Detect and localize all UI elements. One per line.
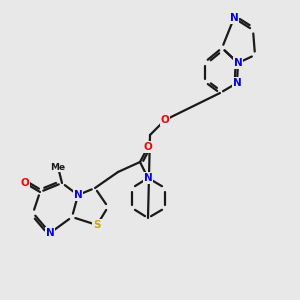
Text: O: O bbox=[144, 142, 152, 152]
Text: O: O bbox=[21, 178, 29, 188]
Text: N: N bbox=[46, 228, 54, 238]
Text: N: N bbox=[234, 58, 242, 68]
Text: Me: Me bbox=[50, 163, 66, 172]
Text: N: N bbox=[144, 173, 152, 183]
Text: N: N bbox=[74, 190, 82, 200]
Text: S: S bbox=[93, 220, 101, 230]
Text: N: N bbox=[230, 13, 238, 23]
Text: O: O bbox=[160, 115, 169, 125]
Text: N: N bbox=[232, 78, 242, 88]
